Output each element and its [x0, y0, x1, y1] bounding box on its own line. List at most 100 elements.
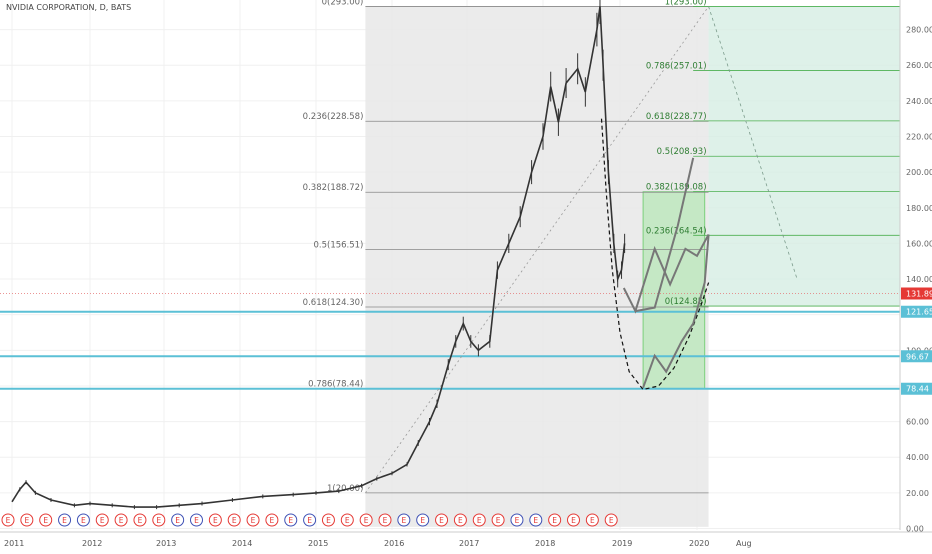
earnings-marker: E: [171, 513, 185, 527]
x-tick-label: Aug: [736, 539, 752, 548]
earnings-marker: E: [548, 513, 562, 527]
earnings-marker-circle: [491, 513, 505, 527]
earnings-marker-label: E: [364, 516, 369, 525]
earnings-marker-circle: [359, 513, 373, 527]
earnings-marker-label: E: [307, 516, 312, 525]
earnings-marker: E: [208, 513, 222, 527]
earnings-marker: E: [604, 513, 618, 527]
y-tick-label: 220.00: [906, 133, 932, 142]
x-tick-label: 2019: [612, 539, 632, 548]
trend-line: [365, 6, 709, 494]
earnings-marker-label: E: [326, 516, 331, 525]
earnings-marker-circle: [604, 513, 618, 527]
earnings-marker-label: E: [552, 516, 557, 525]
fib-right-level-label: 0.786(257.01): [646, 62, 707, 72]
earnings-marker-circle: [510, 513, 524, 527]
earnings-marker: E: [284, 513, 298, 527]
earnings-marker: E: [76, 513, 90, 527]
y-tick-label: 260.00: [906, 61, 932, 70]
y-tick-label: 0.00: [906, 525, 924, 534]
earnings-marker-circle: [227, 513, 241, 527]
earnings-marker: E: [378, 513, 392, 527]
earnings-marker-label: E: [288, 516, 293, 525]
x-tick-label: 2017: [459, 539, 479, 548]
price-label-box: [901, 287, 932, 300]
price-label-tag: 121.65: [901, 305, 932, 318]
earnings-marker-circle: [585, 513, 599, 527]
earnings-marker: E: [227, 513, 241, 527]
earnings-marker-label: E: [515, 516, 520, 525]
earnings-marker-label: E: [156, 516, 161, 525]
y-tick-label: 240.00: [906, 97, 932, 106]
earnings-marker: E: [133, 513, 147, 527]
y-tick-label: 280.00: [906, 26, 932, 35]
earnings-marker: E: [114, 513, 128, 527]
projection-path-lower: [642, 234, 710, 389]
earnings-marker-circle: [39, 513, 53, 527]
y-tick-label: 200.00: [906, 168, 932, 177]
price-label-text: 121.65: [906, 308, 932, 317]
fib-right-level-label: 1(293.00): [665, 0, 707, 7]
price-label-text: 78.44: [906, 385, 929, 394]
earnings-marker-circle: [190, 513, 203, 527]
earnings-marker-circle: [76, 513, 90, 527]
earnings-marker-label: E: [496, 516, 501, 525]
earnings-marker: E: [397, 513, 411, 527]
earnings-marker-circle: [472, 513, 486, 527]
earnings-marker-label: E: [477, 516, 482, 525]
earnings-marker: E: [340, 513, 354, 527]
earnings-marker-circle: [397, 513, 411, 527]
price-label-box: [901, 350, 932, 363]
earnings-marker-circle: [453, 513, 467, 527]
fib-left-level-label: 0.618(124.30): [303, 298, 364, 308]
fib-left-level-label: 0.382(188.72): [303, 183, 364, 193]
price-label-text: 131.89: [906, 289, 932, 298]
y-tick-label: 160.00: [906, 239, 932, 248]
earnings-marker-label: E: [439, 516, 444, 525]
earnings-marker-label: E: [420, 516, 425, 525]
earnings-marker-circle: [171, 513, 185, 527]
y-tick-label: 140.00: [906, 275, 932, 284]
earnings-marker-label: E: [345, 516, 350, 525]
earnings-marker-circle: [114, 513, 128, 527]
earnings-marker: E: [453, 513, 467, 527]
earnings-marker-circle: [152, 513, 166, 527]
earnings-marker-label: E: [609, 516, 614, 525]
earnings-marker: E: [472, 513, 486, 527]
earnings-marker-label: E: [62, 516, 67, 525]
earnings-marker-circle: [265, 513, 279, 527]
fib-right-level-label: 0(124.85): [665, 297, 707, 307]
earnings-marker: E: [303, 513, 317, 527]
y-tick-label: 180.00: [906, 204, 932, 213]
price-label-text: 96.67: [906, 352, 929, 361]
fib-right-level-label: 0.5(208.93): [657, 147, 707, 157]
earnings-marker: E: [585, 513, 599, 527]
chart-title: NVIDIA CORPORATION, D, BATS: [6, 3, 132, 12]
x-tick-label: 2016: [384, 539, 404, 548]
earnings-marker-label: E: [213, 516, 218, 525]
earnings-marker: E: [39, 513, 53, 527]
earnings-marker-circle: [133, 513, 147, 527]
fib-right-level-label: 0.382(189.08): [646, 183, 707, 193]
earnings-marker: E: [529, 513, 543, 527]
earnings-marker-circle: [548, 513, 562, 527]
earnings-marker-circle: [529, 513, 543, 527]
earnings-marker: E: [58, 513, 72, 527]
earnings-marker-label: E: [81, 516, 86, 525]
y-tick-label: 40.00: [906, 453, 929, 462]
earnings-marker: E: [1, 513, 15, 527]
earnings-marker-circle: [416, 513, 430, 527]
y-tick-label: 20.00: [906, 489, 929, 498]
earnings-marker-circle: [95, 513, 109, 527]
earnings-marker: E: [321, 513, 335, 527]
earnings-marker-label: E: [590, 516, 595, 525]
price-label-box: [901, 382, 932, 395]
earnings-marker: E: [95, 513, 109, 527]
projection-path-upper-b: [635, 157, 695, 313]
earnings-marker-circle: [20, 513, 34, 527]
earnings-marker-label: E: [383, 516, 388, 525]
earnings-marker: E: [491, 513, 505, 527]
earnings-marker-label: E: [251, 516, 256, 525]
earnings-marker: E: [265, 513, 279, 527]
